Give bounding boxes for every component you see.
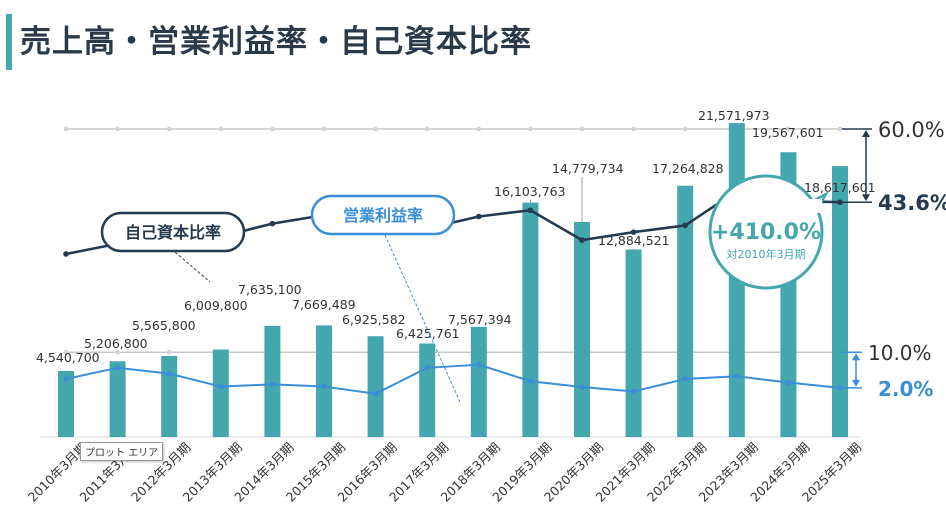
page-title: 売上高・営業利益率・自己資本比率 [20, 24, 532, 60]
bar-3 [212, 349, 229, 437]
bar-value-label: 14,779,734 [552, 161, 624, 176]
badge-mask [806, 199, 822, 213]
equity-leader [174, 251, 211, 283]
grid-dot [424, 126, 430, 132]
bar-8 [470, 326, 487, 437]
grid-dot [373, 126, 378, 132]
grid-dot [682, 126, 688, 132]
equity-end-value: 43.6% [878, 191, 946, 215]
bar-value-label: 7,567,394 [448, 312, 512, 327]
title-accent-bar [6, 14, 12, 70]
operating-margin-point [63, 376, 69, 382]
grid-dot [63, 126, 69, 132]
equity-legend-bubble [100, 211, 246, 253]
bar-10 [574, 221, 590, 437]
grid-dot [321, 126, 327, 132]
bar-5 [316, 325, 332, 437]
equity-ratio-point [682, 222, 688, 229]
operating-margin-point [166, 370, 172, 377]
operating-margin-point [476, 361, 482, 368]
margin-legend-bubble [310, 194, 456, 236]
operating-margin-point [527, 378, 534, 385]
equity-ratio-point [476, 213, 482, 220]
plot-area-tooltip: プロット エリア [80, 442, 164, 461]
grid-dot [166, 349, 172, 355]
operating-margin-point [269, 381, 276, 388]
operating-margin-point [630, 388, 637, 395]
grid-dot [786, 126, 791, 132]
equity-ratio-point [579, 237, 585, 243]
equity-ratio-point [527, 207, 534, 214]
grid-dot [63, 349, 69, 355]
bar-value-label: 5,565,800 [132, 318, 196, 333]
margin-end-value: 2.0% [878, 377, 933, 401]
bar-value-label: 6,425,761 [396, 326, 460, 341]
bar-7 [419, 343, 436, 437]
bar-value-label: 6,009,800 [184, 298, 248, 313]
bar-value-label: 7,669,489 [292, 297, 356, 312]
equity-legend-label: 自己資本比率 [125, 223, 221, 242]
growth-badge-sub: 対2010年3月期 [727, 247, 806, 261]
grid-dot [218, 126, 224, 132]
grid-dot [115, 349, 120, 355]
operating-margin-point [785, 379, 792, 386]
bar-15 [832, 166, 848, 437]
operating-margin-point [321, 383, 327, 390]
bar-value-label: 19,567,601 [752, 125, 824, 140]
bar-1 [109, 361, 126, 437]
equity-ratio-point [63, 251, 69, 257]
arrow-down [862, 194, 870, 202]
arrow-down [852, 379, 860, 387]
operating-margin-line [65, 363, 841, 395]
growth-badge [708, 174, 824, 290]
bar-0 [58, 370, 74, 437]
operating-margin-point [372, 390, 379, 397]
margin-leader [384, 234, 461, 403]
bar-value-label: 7,635,100 [238, 282, 302, 297]
operating-margin-point [734, 373, 740, 380]
bar-9 [522, 202, 539, 437]
grid-dot [270, 126, 275, 132]
grid-dot [631, 126, 636, 132]
bar-value-label: 6,925,582 [342, 312, 406, 327]
margin-legend-label: 営業利益率 [343, 206, 423, 225]
grid-dot [166, 126, 172, 132]
bar-6 [367, 336, 384, 437]
bar-value-label: 5,206,800 [84, 336, 148, 351]
bar-4 [264, 325, 281, 437]
operating-margin-point [682, 376, 688, 382]
equity-ratio-point [630, 229, 637, 235]
bar-value-label: 21,571,973 [698, 108, 770, 123]
growth-badge-value: +410.0% [711, 220, 821, 245]
equity-top-value: 60.0% [878, 118, 945, 142]
bar-2 [161, 355, 178, 437]
grid-dot [528, 126, 533, 132]
bar-value-label: 17,264,828 [652, 161, 724, 176]
equity-ratio-point [269, 220, 276, 227]
operating-margin-point [114, 365, 121, 371]
grid-dot [115, 126, 120, 132]
operating-margin-point [218, 383, 224, 390]
bar-11 [625, 249, 642, 437]
grid-dot [579, 126, 585, 132]
bar-12 [677, 185, 694, 437]
bar-value-label: 18,617,601 [804, 180, 876, 195]
margin-top-value: 10.0% [868, 341, 932, 365]
bar-value-label: 4,540,700 [36, 350, 100, 365]
operating-margin-point [579, 384, 585, 390]
bar-value-label: 12,884,521 [598, 233, 670, 248]
operating-margin-point [424, 365, 431, 371]
arrow-up [862, 130, 870, 137]
arrow-up [852, 353, 860, 361]
grid-dot [837, 126, 843, 132]
grid-dot [476, 126, 482, 132]
bar-value-label: 16,103,763 [494, 184, 566, 199]
